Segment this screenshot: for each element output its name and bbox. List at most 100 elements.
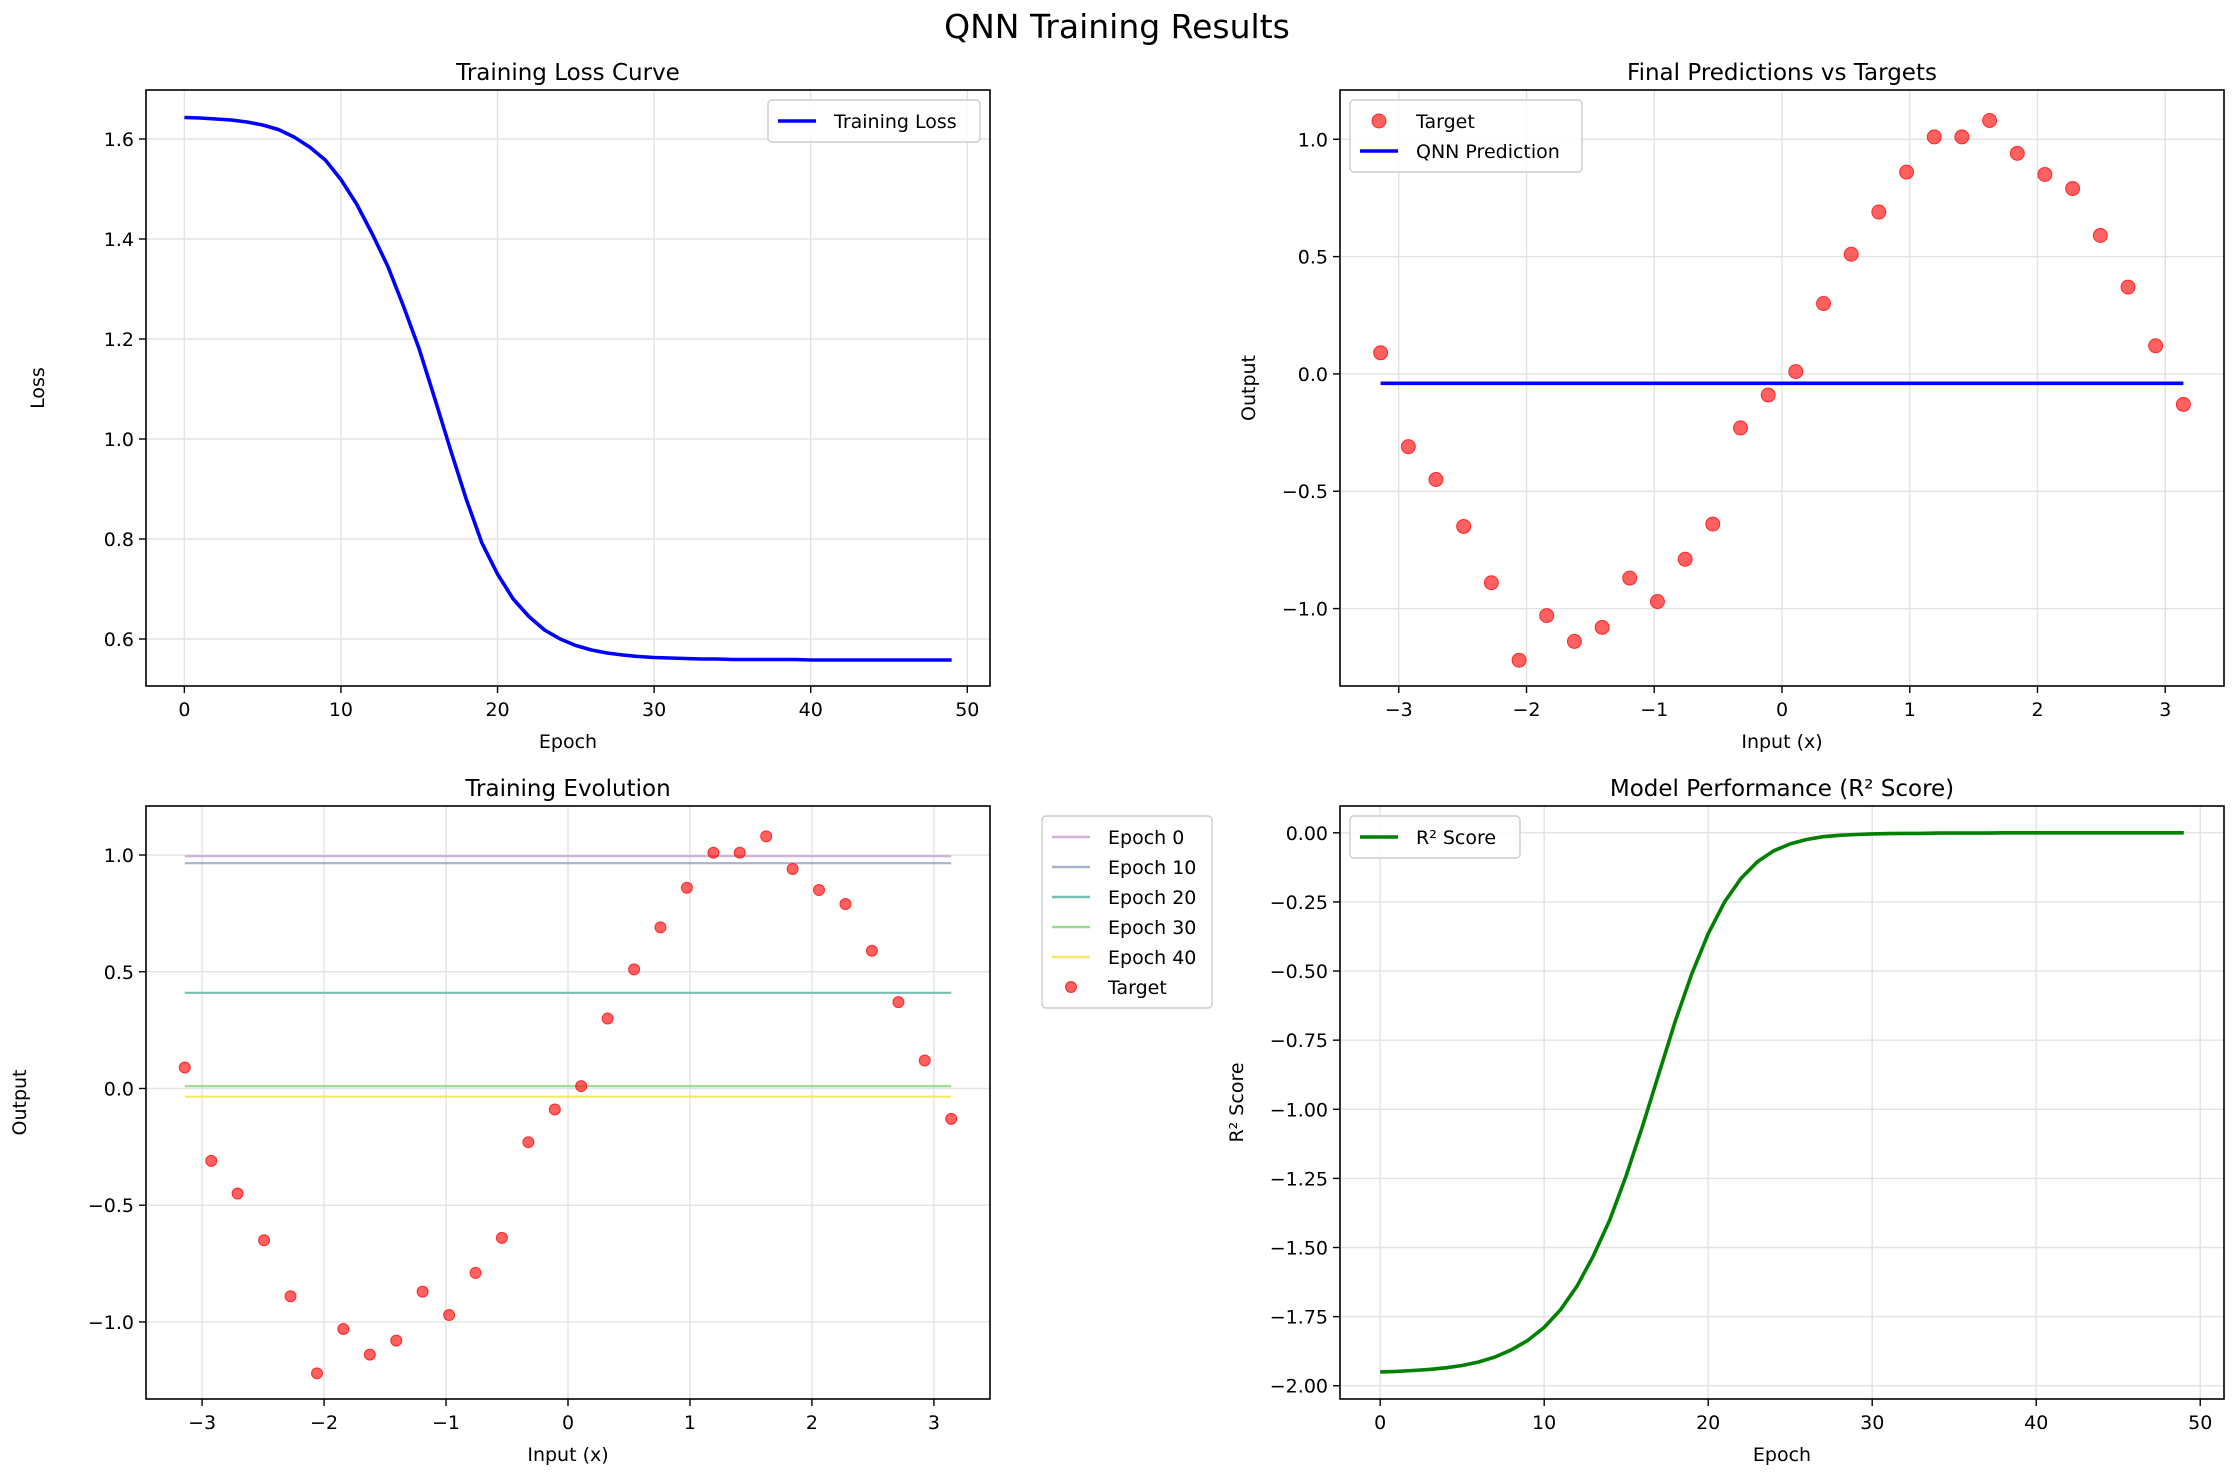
target-point [178, 1061, 191, 1074]
x-tick-label: −2 [1513, 699, 1541, 721]
target-point [733, 846, 746, 859]
legend-box [1349, 815, 1521, 859]
target-point [918, 1054, 931, 1067]
target-point [1649, 594, 1665, 610]
legend-label: Epoch 40 [1108, 947, 1196, 969]
axes-frame [1339, 805, 2225, 1400]
target-point [839, 898, 852, 911]
target-point [2065, 181, 2081, 197]
series-line-1 [1380, 830, 2184, 1374]
x-tick-label: 40 [799, 699, 823, 721]
y-tick-label: −2.00 [1270, 1376, 1328, 1398]
figure-suptitle: QNN Training Results [944, 7, 1290, 46]
legend-label: Target [1107, 977, 1167, 999]
target-point [680, 881, 693, 894]
y-axis-label: Output [9, 1070, 31, 1136]
x-tick-label: 3 [2159, 699, 2171, 721]
x-tick-label: −1 [432, 1412, 460, 1434]
plot-area [1373, 113, 2191, 668]
x-tick-label: 40 [2024, 1412, 2048, 1434]
y-tick-label: −1.0 [88, 1312, 134, 1334]
target-point [1677, 551, 1693, 567]
target-point [1926, 129, 1942, 145]
legend-box [767, 99, 981, 143]
target-point [945, 1112, 958, 1125]
legend-box [1349, 99, 1583, 173]
y-tick-label: 0.5 [1298, 247, 1328, 269]
legend-dot-swatch [1065, 981, 1077, 993]
target-point [390, 1334, 403, 1347]
subplot-title: Model Performance (R² Score) [1610, 776, 1954, 802]
subplot-title: Final Predictions vs Targets [1627, 60, 1937, 86]
target-point [1622, 570, 1638, 586]
x-tick-label: −3 [188, 1412, 216, 1434]
target-point [337, 1322, 350, 1335]
target-point [1760, 387, 1776, 403]
y-tick-label: 1.2 [104, 329, 134, 351]
legend-label: Epoch 20 [1108, 887, 1196, 909]
target-point [707, 846, 720, 859]
plot-area [1380, 830, 2184, 1374]
target-point [416, 1285, 429, 1298]
y-tick-label: −0.25 [1270, 892, 1328, 914]
legend-label: Epoch 10 [1108, 857, 1196, 879]
target-point [2092, 227, 2108, 243]
x-tick-label: 0 [1374, 1412, 1386, 1434]
target-point [575, 1080, 588, 1093]
target-point [1456, 518, 1472, 534]
target-point [786, 863, 799, 876]
x-axis-label: Epoch [539, 731, 597, 753]
target-point [1483, 575, 1499, 591]
y-tick-label: 0.0 [104, 1078, 134, 1100]
y-tick-label: 0.6 [104, 629, 134, 651]
target-point [1400, 439, 1416, 455]
target-point [892, 996, 905, 1009]
target-point [1373, 345, 1389, 361]
target-point [1788, 364, 1804, 380]
y-tick-label: 0.8 [104, 529, 134, 551]
target-point [1871, 204, 1887, 220]
target-point [865, 944, 878, 957]
target-point [310, 1367, 323, 1380]
legend: R² Score [1349, 815, 1521, 859]
target-point [1539, 608, 1555, 624]
target-point [1428, 472, 1444, 488]
subplot-2: −3 −2 −1 0 1 2 3 −1.0 −0.5 0.0 0.5 1.0 Final Predict… [1238, 60, 2225, 753]
x-tick-label: 10 [1532, 1412, 1556, 1434]
target-point [628, 963, 641, 976]
axes-frame [145, 89, 991, 687]
target-point [2175, 396, 2191, 412]
y-tick-label: −1.50 [1270, 1238, 1328, 1260]
target-point [1566, 633, 1582, 649]
target-point [231, 1187, 244, 1200]
plot-area [184, 115, 952, 662]
y-tick-label: 1.0 [104, 429, 134, 451]
y-tick-label: −1.00 [1270, 1099, 1328, 1121]
legend-label: Epoch 30 [1108, 917, 1196, 939]
target-point [363, 1348, 376, 1361]
legend: Epoch 0 Epoch 10 Epoch 20 Epoch 30 Epoch 40 T… [1041, 815, 1213, 1009]
target-point [2148, 338, 2164, 354]
x-tick-label: −3 [1385, 699, 1413, 721]
target-point [1954, 129, 1970, 145]
target-point [654, 921, 667, 934]
target-point [1899, 164, 1915, 180]
x-axis-label: Epoch [1753, 1444, 1811, 1466]
y-axis-label: Output [1238, 355, 1260, 421]
target-point [548, 1103, 561, 1116]
x-tick-label: −2 [310, 1412, 338, 1434]
x-tick-label: 30 [1860, 1412, 1884, 1434]
legend: Target QNN Prediction [1349, 99, 1583, 173]
legend-label: R² Score [1416, 827, 1496, 849]
x-tick-label: −1 [1640, 699, 1668, 721]
target-point [1594, 619, 1610, 635]
legend-label: QNN Prediction [1416, 141, 1560, 163]
target-point [813, 884, 826, 897]
x-tick-label: 0 [1776, 699, 1788, 721]
legend-label: Training Loss [833, 111, 957, 133]
y-tick-label: −0.50 [1270, 961, 1328, 983]
series-line-1 [184, 115, 952, 662]
x-tick-label: 2 [806, 1412, 818, 1434]
